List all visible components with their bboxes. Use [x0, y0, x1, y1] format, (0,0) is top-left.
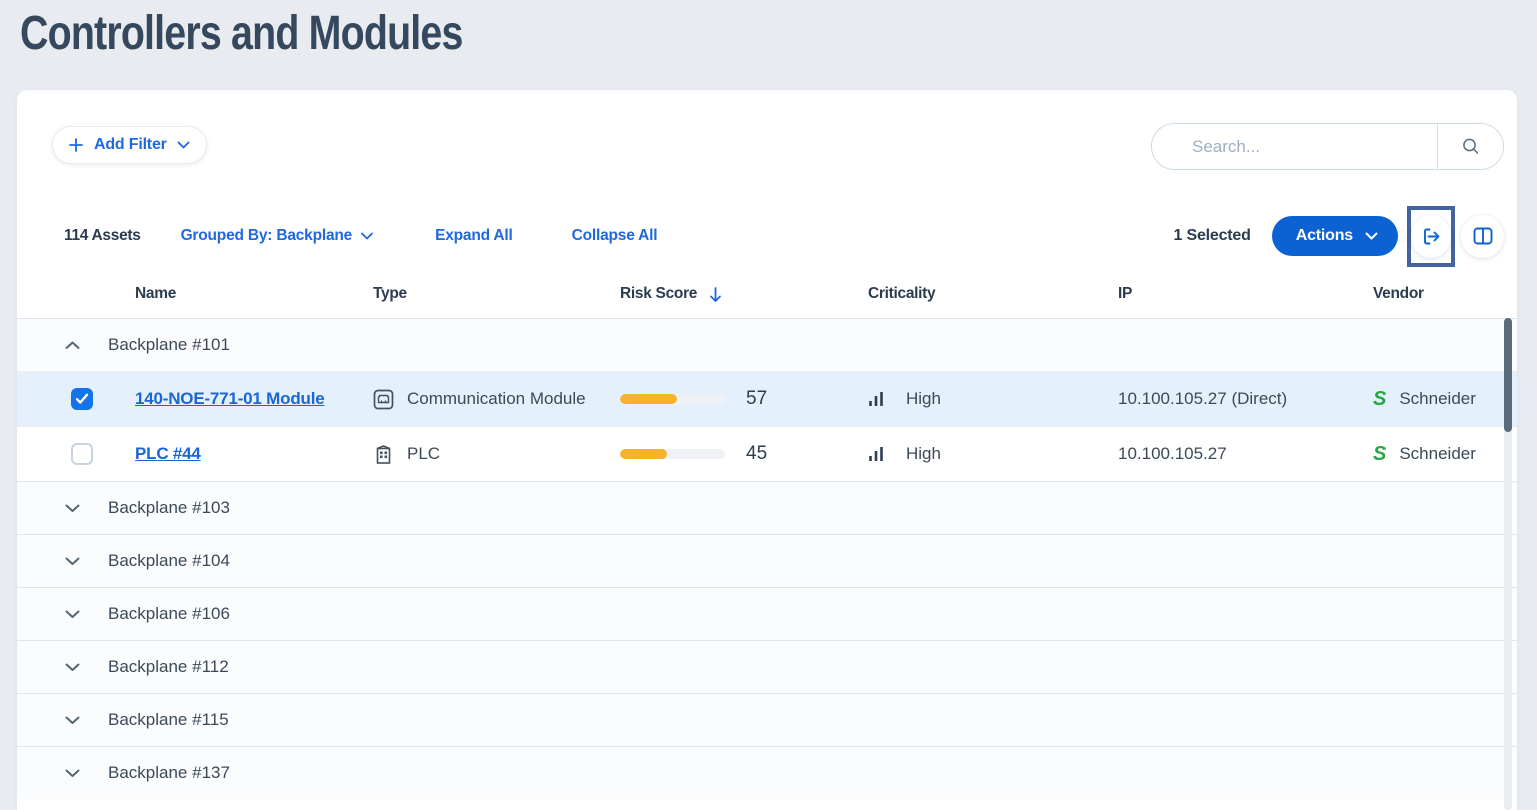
asset-type-label: Communication Module [407, 389, 586, 408]
manage-columns-button[interactable] [1461, 214, 1504, 258]
search-box [1151, 123, 1504, 170]
risk-score-bar [620, 394, 725, 404]
group-row-backplane-106[interactable]: Backplane #106 [17, 587, 1517, 640]
sort-descending-icon[interactable] [708, 286, 723, 303]
chevron-down-icon[interactable] [65, 663, 80, 672]
column-header-criticality[interactable]: Criticality [868, 285, 936, 302]
scrollbar-thumb[interactable] [1504, 318, 1512, 432]
column-header-type[interactable]: Type [373, 285, 407, 302]
criticality-label: High [906, 389, 941, 408]
chevron-down-icon [1365, 232, 1378, 240]
add-filter-label: Add Filter [94, 136, 167, 153]
criticality-cell: High [868, 444, 1118, 464]
table-scrollbar[interactable] [1504, 318, 1512, 810]
group-row-backplane-101[interactable]: Backplane #101 [17, 318, 1517, 371]
row-checkbox-checked[interactable] [71, 388, 93, 410]
group-row-backplane-104[interactable]: Backplane #104 [17, 534, 1517, 587]
vendor-cell: S Schneider [1373, 444, 1517, 464]
group-row-backplane-115[interactable]: Backplane #115 [17, 693, 1517, 746]
chevron-down-icon[interactable] [65, 504, 80, 513]
chevron-down-icon[interactable] [65, 557, 80, 566]
chevron-down-icon[interactable] [65, 769, 80, 778]
column-header-ip[interactable]: IP [1118, 285, 1133, 302]
export-button-highlight-box [1407, 205, 1455, 267]
risk-score-cell: 45 [620, 443, 868, 465]
communication-module-icon [373, 389, 394, 410]
grouped-by-label: Grouped By: Backplane [180, 227, 353, 244]
criticality-bars-icon [868, 445, 885, 463]
asset-type-cell: Communication Module [373, 389, 620, 410]
risk-score-label: Risk Score [620, 285, 698, 302]
page-title: Controllers and Modules [20, 7, 463, 60]
columns-icon [1471, 224, 1495, 248]
group-row-backplane-103[interactable]: Backplane #103 [17, 481, 1517, 534]
group-label: Backplane #103 [108, 498, 230, 517]
expand-all-button[interactable]: Expand All [435, 227, 513, 244]
vendor-label: Schneider [1399, 444, 1476, 463]
chevron-up-icon[interactable] [65, 341, 80, 350]
group-label: Backplane #104 [108, 551, 230, 570]
criticality-cell: High [868, 389, 1118, 409]
vendor-label: Schneider [1399, 389, 1476, 408]
export-button[interactable] [1411, 214, 1451, 258]
risk-score-value: 45 [746, 443, 768, 464]
group-label: Backplane #106 [108, 604, 230, 623]
vendor-cell: S Schneider [1373, 389, 1517, 409]
table-header-row: Name Type Risk Score Criticality IP Vend… [17, 270, 1517, 318]
risk-score-value: 57 [746, 388, 768, 409]
add-filter-button[interactable]: Add Filter [52, 126, 207, 164]
group-row-backplane-137[interactable]: Backplane #137 [17, 746, 1517, 799]
row-checkbox-unchecked[interactable] [71, 443, 93, 465]
assets-count: 114 Assets [64, 227, 141, 244]
assets-card: Add Filter 114 Assets Grouped By: Backpl… [17, 90, 1517, 810]
asset-link[interactable]: 140-NOE-771-01 Module [135, 389, 325, 408]
asset-name-cell: PLC #44 [135, 444, 373, 464]
plus-icon [68, 137, 84, 153]
selected-count: 1 Selected [1173, 227, 1251, 244]
group-label: Backplane #115 [108, 710, 229, 729]
column-header-vendor[interactable]: Vendor [1373, 285, 1424, 302]
chevron-down-icon[interactable] [65, 716, 80, 725]
column-header-name[interactable]: Name [135, 285, 177, 302]
search-button[interactable] [1437, 124, 1503, 169]
table-toolbar: 114 Assets Grouped By: Backplane Expand … [47, 205, 1504, 267]
risk-score-bar [620, 449, 725, 459]
schneider-vendor-icon: S [1373, 444, 1387, 464]
asset-name-cell: 140-NOE-771-01 Module [135, 389, 373, 409]
export-icon [1419, 224, 1444, 249]
grouped-by-dropdown[interactable]: Grouped By: Backplane [181, 227, 374, 245]
column-header-risk-score[interactable]: Risk Score [620, 285, 868, 303]
table-row[interactable]: PLC #44 PLC 45 [17, 426, 1517, 481]
group-label: Backplane #137 [108, 763, 230, 782]
actions-button[interactable]: Actions [1271, 216, 1398, 256]
criticality-label: High [906, 444, 941, 463]
group-label: Backplane #101 [108, 335, 230, 354]
search-input[interactable] [1152, 124, 1437, 169]
collapse-all-button[interactable]: Collapse All [571, 227, 658, 244]
assets-table: Name Type Risk Score Criticality IP Vend… [17, 270, 1517, 810]
chevron-down-icon [361, 232, 373, 240]
group-row-backplane-112[interactable]: Backplane #112 [17, 640, 1517, 693]
schneider-vendor-icon: S [1373, 389, 1387, 409]
ip-cell: 10.100.105.27 (Direct) [1118, 389, 1288, 408]
risk-score-cell: 57 [620, 388, 868, 410]
ip-cell: 10.100.105.27 [1118, 444, 1227, 463]
search-icon [1460, 136, 1481, 157]
asset-type-label: PLC [407, 444, 441, 463]
plc-icon [373, 444, 394, 465]
actions-label: Actions [1295, 227, 1353, 244]
asset-type-cell: PLC [373, 444, 620, 465]
chevron-down-icon[interactable] [65, 610, 80, 619]
table-row[interactable]: 140-NOE-771-01 Module Communication Modu… [17, 371, 1517, 426]
asset-link[interactable]: PLC #44 [135, 444, 201, 463]
chevron-down-icon [177, 141, 190, 149]
group-label: Backplane #112 [108, 657, 229, 676]
criticality-bars-icon [868, 390, 885, 408]
